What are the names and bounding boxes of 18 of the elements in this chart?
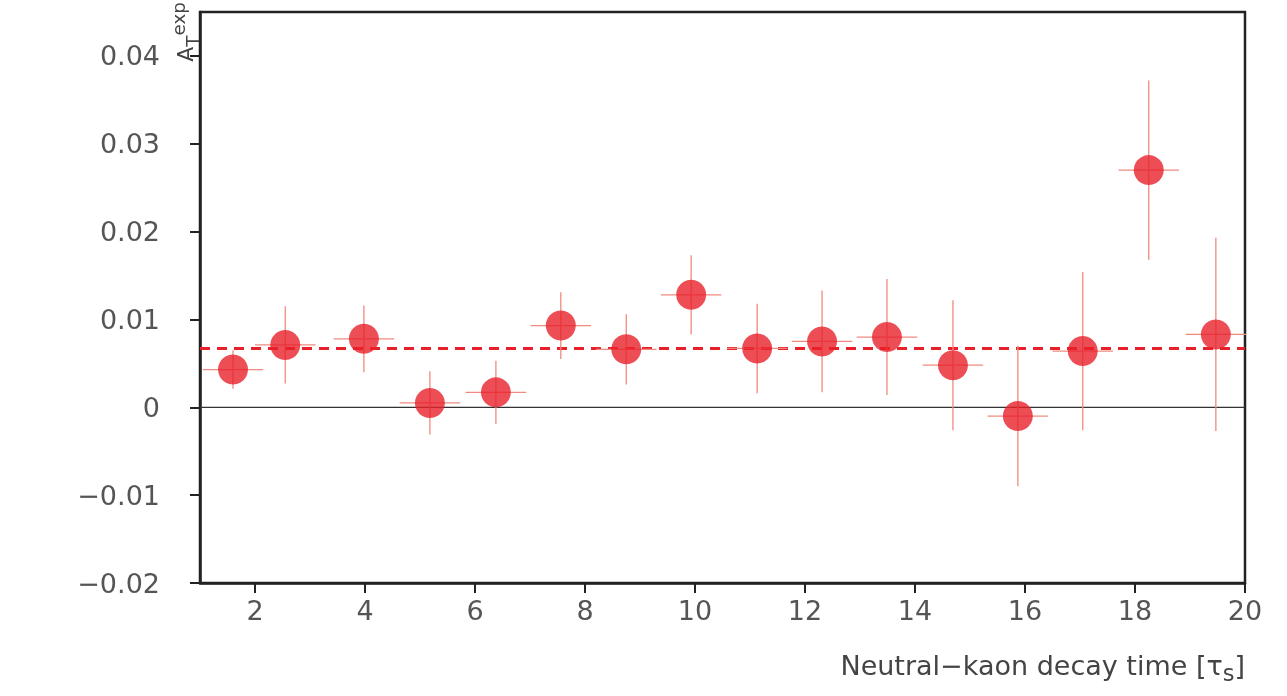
x-tick-label: 4 <box>356 595 374 626</box>
x-tick-label: 6 <box>466 595 484 626</box>
x-axis-title: Neutral−kaon decay time [τ$_{s}$] <box>840 650 1245 687</box>
y-tick-label: 0.02 <box>99 216 160 248</box>
y-tick-label: 0.04 <box>99 40 160 72</box>
x-tick-label: 10 <box>677 595 713 626</box>
y-tick-label: 0.03 <box>99 128 160 160</box>
x-tick-label: 2 <box>246 595 264 626</box>
x-tick-label: 12 <box>787 595 823 626</box>
x-tick-label: 18 <box>1117 595 1153 626</box>
x-tick-label: 16 <box>1007 595 1043 626</box>
y-tick-label: 0.01 <box>99 303 160 335</box>
y-tick-label: −0.02 <box>77 567 160 599</box>
y-tick-label: −0.01 <box>77 479 160 511</box>
x-tick-label: 8 <box>576 595 594 626</box>
x-tick-label: 20 <box>1227 595 1263 626</box>
x-tick-label: 14 <box>897 595 933 626</box>
y-tick-label: 0 <box>142 391 160 423</box>
